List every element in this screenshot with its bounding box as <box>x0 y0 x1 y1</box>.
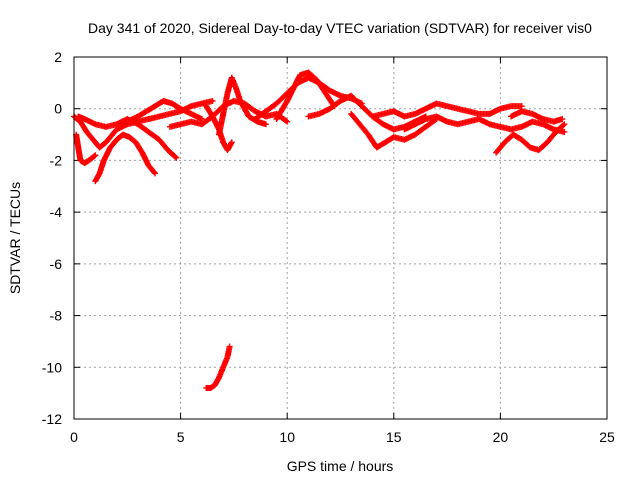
data-point-markers <box>508 108 566 125</box>
data-point-markers <box>493 121 568 156</box>
series-trace-5 <box>113 97 205 133</box>
data-point-markers <box>92 131 159 185</box>
series-trace-2 <box>73 131 99 167</box>
x-axis-label: GPS time / hours <box>287 458 394 474</box>
y-tick-label: 2 <box>54 49 62 65</box>
x-tick-label: 0 <box>70 429 78 445</box>
y-tick-label: -10 <box>42 359 62 375</box>
series-trace-16 <box>493 121 568 156</box>
data-point-markers <box>203 103 235 154</box>
series-trace-15 <box>401 113 568 135</box>
series-trace-9 <box>203 343 233 391</box>
series-trace-17 <box>508 108 566 125</box>
data-point-markers <box>369 100 525 120</box>
x-tick-label: 5 <box>177 429 185 445</box>
x-tick-label: 20 <box>493 429 509 445</box>
series-trace-11 <box>273 69 338 123</box>
series-trace-13 <box>348 110 440 151</box>
data-points <box>71 69 568 391</box>
data-point-markers <box>113 97 205 133</box>
y-tick-label: 0 <box>54 101 62 117</box>
y-tick-label: -4 <box>50 204 63 220</box>
y-tick-label: -12 <box>42 411 62 427</box>
x-tick-label: 10 <box>279 429 295 445</box>
data-point-markers <box>273 69 338 123</box>
x-tick-label: 25 <box>599 429 615 445</box>
series-trace-8 <box>203 103 235 154</box>
x-tick-label: 15 <box>386 429 402 445</box>
series-trace-14 <box>369 100 525 120</box>
grid <box>74 57 607 419</box>
y-axis-label: SDTVAR / TECUs <box>7 182 23 294</box>
data-point-markers <box>348 110 440 151</box>
data-point-markers <box>401 113 568 135</box>
plot-frame <box>73 56 608 420</box>
series-trace-3 <box>92 131 159 185</box>
y-tick-label: -2 <box>50 152 63 168</box>
data-point-markers <box>73 131 99 167</box>
chart-title: Day 341 of 2020, Sidereal Day-to-day VTE… <box>88 20 592 36</box>
y-tick-label: -8 <box>50 308 63 324</box>
y-tick-label: -6 <box>50 256 63 272</box>
data-point-markers <box>203 343 233 391</box>
